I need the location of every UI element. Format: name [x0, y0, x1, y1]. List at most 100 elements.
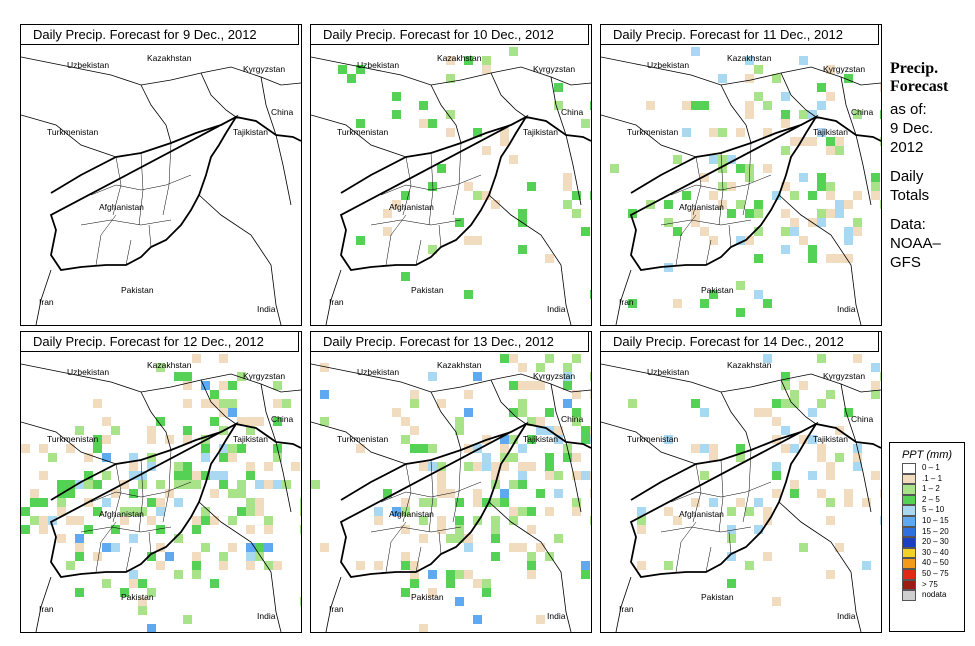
- boundary-line: [601, 56, 881, 86]
- precip-cell: [210, 399, 219, 408]
- precip-cell: [781, 110, 790, 119]
- precip-cell: [754, 498, 763, 507]
- precip-cell: [201, 516, 210, 525]
- precip-cell: [156, 417, 165, 426]
- precip-cell: [664, 435, 673, 444]
- precip-cell: [518, 363, 527, 372]
- boundary-line: [660, 142, 772, 266]
- precip-cell: [102, 471, 111, 480]
- precip-cell: [437, 525, 446, 534]
- precip-cell: [518, 444, 527, 453]
- precip-cell: [282, 480, 291, 489]
- precip-cell: [772, 417, 781, 426]
- precip-cell: [772, 597, 781, 606]
- country-label: Tajikistan: [523, 127, 558, 137]
- precip-cell: [138, 471, 147, 480]
- precip-cell: [545, 552, 554, 561]
- boundary-line: [778, 194, 862, 325]
- precip-cell: [682, 101, 691, 110]
- precip-cell: [156, 498, 165, 507]
- precip-cell: [102, 543, 111, 552]
- precip-cell: [356, 561, 365, 570]
- country-label: Turkmenistan: [627, 434, 678, 444]
- precip-cell: [700, 299, 709, 308]
- precip-cell: [673, 155, 682, 164]
- panel-title: Daily Precip. Forecast for 9 Dec., 2012: [21, 25, 299, 45]
- precip-cell: [691, 498, 700, 507]
- precip-cell: [700, 471, 709, 480]
- precip-cell: [826, 516, 835, 525]
- precip-cell: [718, 182, 727, 191]
- precip-cell: [392, 408, 401, 417]
- precip-cell: [790, 399, 799, 408]
- precip-cell: [590, 191, 591, 200]
- precip-cell: [156, 561, 165, 570]
- precip-cell: [509, 47, 518, 56]
- country-label: India: [257, 304, 276, 314]
- boundary-line: [778, 501, 862, 632]
- precip-cell: [826, 209, 835, 218]
- precip-cell: [772, 471, 781, 480]
- precip-cell: [120, 588, 129, 597]
- boundary-line: [615, 576, 632, 632]
- precip-cell: [736, 498, 745, 507]
- precip-cell: [138, 579, 147, 588]
- precip-cell: [183, 426, 192, 435]
- precip-cell: [826, 254, 835, 263]
- precip-cell: [156, 543, 165, 552]
- precip-cell: [799, 543, 808, 552]
- precip-cell: [500, 354, 509, 363]
- precip-cell: [817, 218, 826, 227]
- precip-cell: [410, 579, 419, 588]
- precip-cell: [428, 462, 437, 471]
- legend-swatch: [902, 484, 916, 495]
- precip-cell: [491, 471, 500, 480]
- legend-swatch: [902, 473, 916, 485]
- boundary-line: [550, 383, 567, 443]
- panel-title-prefix: Daily Precip. Forecast for: [33, 27, 179, 42]
- precip-cell: [700, 173, 709, 182]
- boundary-line: [80, 449, 192, 573]
- precip-cell: [781, 182, 790, 191]
- precip-cell: [572, 408, 581, 417]
- legend-swatch: [902, 590, 916, 601]
- precip-cell: [745, 209, 754, 218]
- precip-cell: [736, 128, 745, 137]
- precip-cell: [264, 516, 273, 525]
- precip-cell: [147, 516, 156, 525]
- precip-cell: [500, 137, 509, 146]
- precip-cell: [536, 381, 545, 390]
- precip-cell: [590, 516, 591, 525]
- country-label: Iran: [619, 297, 634, 307]
- precip-cell: [446, 534, 455, 543]
- precip-cell: [147, 462, 156, 471]
- boundary-line: [720, 391, 752, 451]
- precip-cell: [156, 507, 165, 516]
- precip-cell: [509, 507, 518, 516]
- as-of-date-line1: 9 Dec.: [890, 120, 934, 137]
- precip-cell: [111, 525, 120, 534]
- country-label: Turkmenistan: [337, 434, 388, 444]
- precip-cell: [536, 615, 545, 624]
- precip-cell: [664, 263, 673, 272]
- legend-swatch: [902, 547, 916, 559]
- precip-cell: [464, 290, 473, 299]
- precip-cell: [536, 543, 545, 552]
- boundary-line: [370, 449, 482, 573]
- precip-cell: [57, 507, 66, 516]
- precip-cell: [273, 399, 282, 408]
- legend-row: 30 – 40: [890, 547, 964, 559]
- legend-swatch: [902, 505, 916, 516]
- precip-cell: [554, 83, 563, 92]
- precip-cell: [401, 588, 410, 597]
- precip-cell: [75, 588, 84, 597]
- boundary-line: [720, 84, 752, 144]
- precip-map: Uzbekistan Kazakhstan Kyrgyzstan China Turkm…: [21, 53, 301, 325]
- precip-cell: [273, 417, 282, 426]
- precip-cell: [880, 200, 881, 209]
- precip-cell: [111, 489, 120, 498]
- precip-cell: [781, 245, 790, 254]
- precip-cell: [464, 570, 473, 579]
- country-label: Pakistan: [121, 285, 154, 295]
- country-label: Kazakhstan: [437, 53, 482, 63]
